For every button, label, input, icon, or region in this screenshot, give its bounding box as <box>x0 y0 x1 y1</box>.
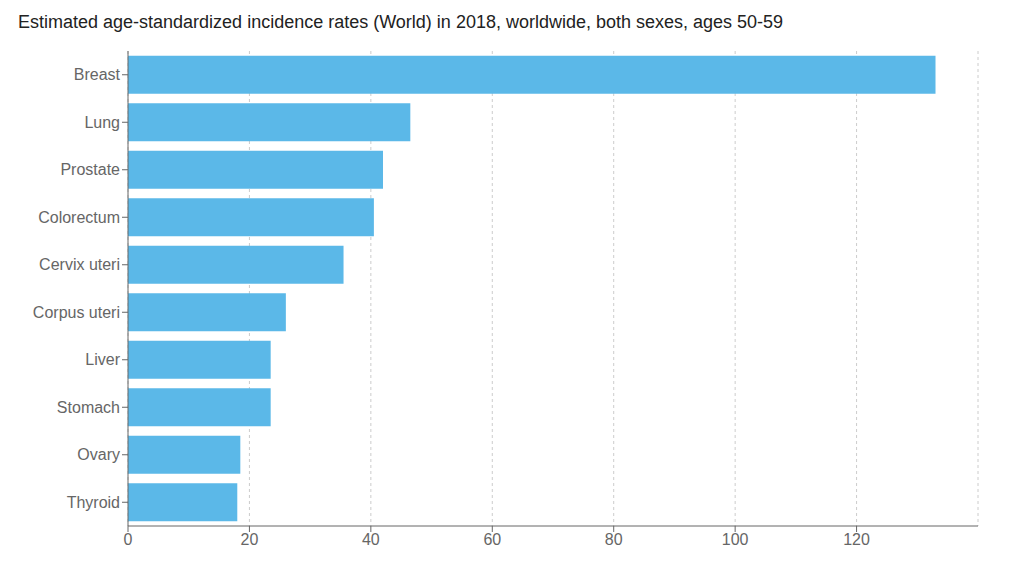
svg-text:100: 100 <box>722 531 749 548</box>
svg-text:Thyroid: Thyroid <box>67 494 120 511</box>
svg-text:Breast: Breast <box>74 66 121 83</box>
svg-text:60: 60 <box>483 531 501 548</box>
svg-text:80: 80 <box>605 531 623 548</box>
svg-text:Prostate: Prostate <box>60 161 120 178</box>
svg-text:Corpus uteri: Corpus uteri <box>33 304 120 321</box>
svg-text:Liver: Liver <box>85 351 120 368</box>
svg-text:40: 40 <box>362 531 380 548</box>
svg-text:120: 120 <box>843 531 870 548</box>
svg-text:Cervix uteri: Cervix uteri <box>39 256 120 273</box>
svg-text:Colorectum: Colorectum <box>38 209 120 226</box>
svg-text:0: 0 <box>124 531 133 548</box>
svg-text:20: 20 <box>241 531 259 548</box>
svg-text:Lung: Lung <box>84 114 120 131</box>
svg-text:Stomach: Stomach <box>57 399 120 416</box>
html-text:Estimated age-standardized inc: Estimated age-standardized incidence rat… <box>18 12 784 32</box>
svg-text:Ovary: Ovary <box>77 446 120 463</box>
